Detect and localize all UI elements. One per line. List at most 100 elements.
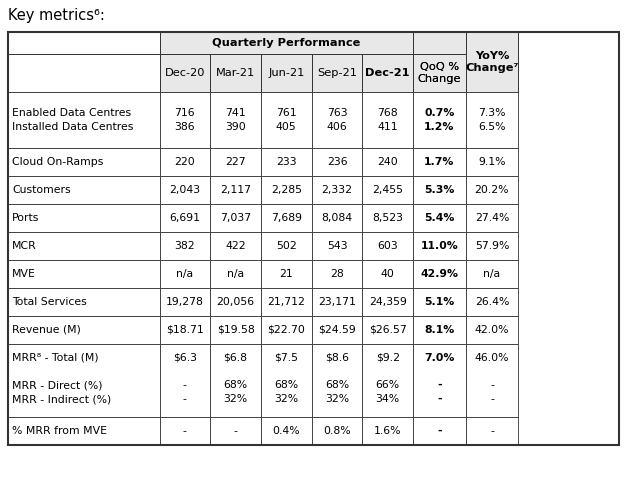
Bar (8, 32, 159, 54)
Bar (362, 204, 413, 232)
Bar (8, 260, 159, 288)
Text: 422: 422 (225, 241, 246, 251)
Bar (312, 260, 362, 288)
Text: Cloud On-Ramps: Cloud On-Ramps (12, 157, 103, 167)
Text: 6,691: 6,691 (169, 213, 201, 223)
Text: -
-: - - (490, 380, 494, 404)
Text: 28: 28 (330, 269, 344, 279)
Bar (261, 176, 312, 204)
Bar (210, 176, 261, 204)
Bar (466, 32, 518, 92)
Text: Dec-20: Dec-20 (165, 68, 205, 78)
Text: 1.6%: 1.6% (374, 426, 401, 436)
Bar (413, 288, 466, 316)
Bar (8, 204, 159, 232)
Text: 0.7%
1.2%: 0.7% 1.2% (424, 108, 455, 131)
Text: 2,455: 2,455 (372, 185, 403, 195)
Text: 382: 382 (174, 241, 195, 251)
Text: 7,037: 7,037 (220, 213, 251, 223)
Bar (8, 54, 159, 92)
Text: 24,359: 24,359 (369, 297, 407, 307)
Bar (261, 148, 312, 176)
Text: 11.0%: 11.0% (421, 241, 458, 251)
Bar (210, 92, 261, 148)
Text: QoQ %
Change: QoQ % Change (418, 62, 461, 84)
Bar (159, 417, 210, 445)
Text: $22.70: $22.70 (267, 325, 305, 335)
Bar (413, 148, 466, 176)
Text: 46.0%: 46.0% (475, 353, 509, 363)
Text: Revenue (M): Revenue (M) (12, 325, 81, 335)
Text: 27.4%: 27.4% (475, 213, 509, 223)
Bar (466, 260, 518, 288)
Bar (261, 54, 312, 92)
Text: 8.1%: 8.1% (424, 325, 455, 335)
Bar (466, 417, 518, 445)
Text: 2,285: 2,285 (271, 185, 302, 195)
Text: 603: 603 (377, 241, 398, 251)
Text: 763
406: 763 406 (327, 108, 347, 131)
Text: 5.4%: 5.4% (424, 213, 455, 223)
Bar (210, 232, 261, 260)
Text: QoQ %
Change: QoQ % Change (418, 62, 461, 84)
Bar (159, 54, 210, 92)
Text: Key metrics⁶:: Key metrics⁶: (8, 8, 105, 23)
Text: 768
411: 768 411 (377, 108, 398, 131)
Bar (210, 316, 261, 344)
Text: 42.0%: 42.0% (475, 325, 509, 335)
Text: Quarterly Performance: Quarterly Performance (212, 38, 361, 48)
Text: -: - (183, 426, 187, 436)
Text: Jun-21: Jun-21 (268, 68, 305, 78)
Text: 21,712: 21,712 (267, 297, 305, 307)
Bar (466, 176, 518, 204)
Bar (210, 344, 261, 417)
Bar (466, 148, 518, 176)
Bar (362, 260, 413, 288)
Text: $6.3: $6.3 (173, 353, 197, 363)
Text: 502: 502 (276, 241, 297, 251)
Bar (413, 316, 466, 344)
Text: 68%
32%: 68% 32% (274, 380, 298, 404)
Text: 21: 21 (280, 269, 293, 279)
Bar (210, 417, 261, 445)
Text: $19.58: $19.58 (217, 325, 255, 335)
Bar (261, 260, 312, 288)
Text: 20,056: 20,056 (216, 297, 255, 307)
Bar (362, 316, 413, 344)
Bar (261, 204, 312, 232)
Text: 5.1%: 5.1% (424, 297, 455, 307)
Text: % MRR from MVE: % MRR from MVE (12, 426, 107, 436)
Bar (466, 344, 518, 417)
Bar (8, 148, 159, 176)
Bar (413, 232, 466, 260)
Bar (362, 344, 413, 417)
Text: 40: 40 (381, 269, 394, 279)
Bar (261, 92, 312, 148)
Bar (210, 260, 261, 288)
Text: -
-: - - (183, 380, 187, 404)
Text: 8,523: 8,523 (372, 213, 403, 223)
Bar (413, 204, 466, 232)
Bar (8, 176, 159, 204)
Bar (8, 92, 159, 148)
Text: 9.1%: 9.1% (478, 157, 505, 167)
Text: $9.2: $9.2 (376, 353, 400, 363)
Bar (159, 92, 210, 148)
Text: 7.3%
6.5%: 7.3% 6.5% (478, 108, 505, 131)
Bar (8, 344, 159, 417)
Bar (312, 148, 362, 176)
Text: 233: 233 (276, 157, 297, 167)
Text: 741
390: 741 390 (225, 108, 246, 131)
Text: 1.7%: 1.7% (424, 157, 455, 167)
Bar (312, 232, 362, 260)
Bar (8, 417, 159, 445)
Bar (159, 32, 413, 54)
Text: 23,171: 23,171 (318, 297, 356, 307)
Bar (159, 288, 210, 316)
Bar (312, 417, 362, 445)
Bar (159, 204, 210, 232)
Text: 236: 236 (327, 157, 347, 167)
Bar (312, 176, 362, 204)
Bar (362, 232, 413, 260)
Bar (261, 417, 312, 445)
